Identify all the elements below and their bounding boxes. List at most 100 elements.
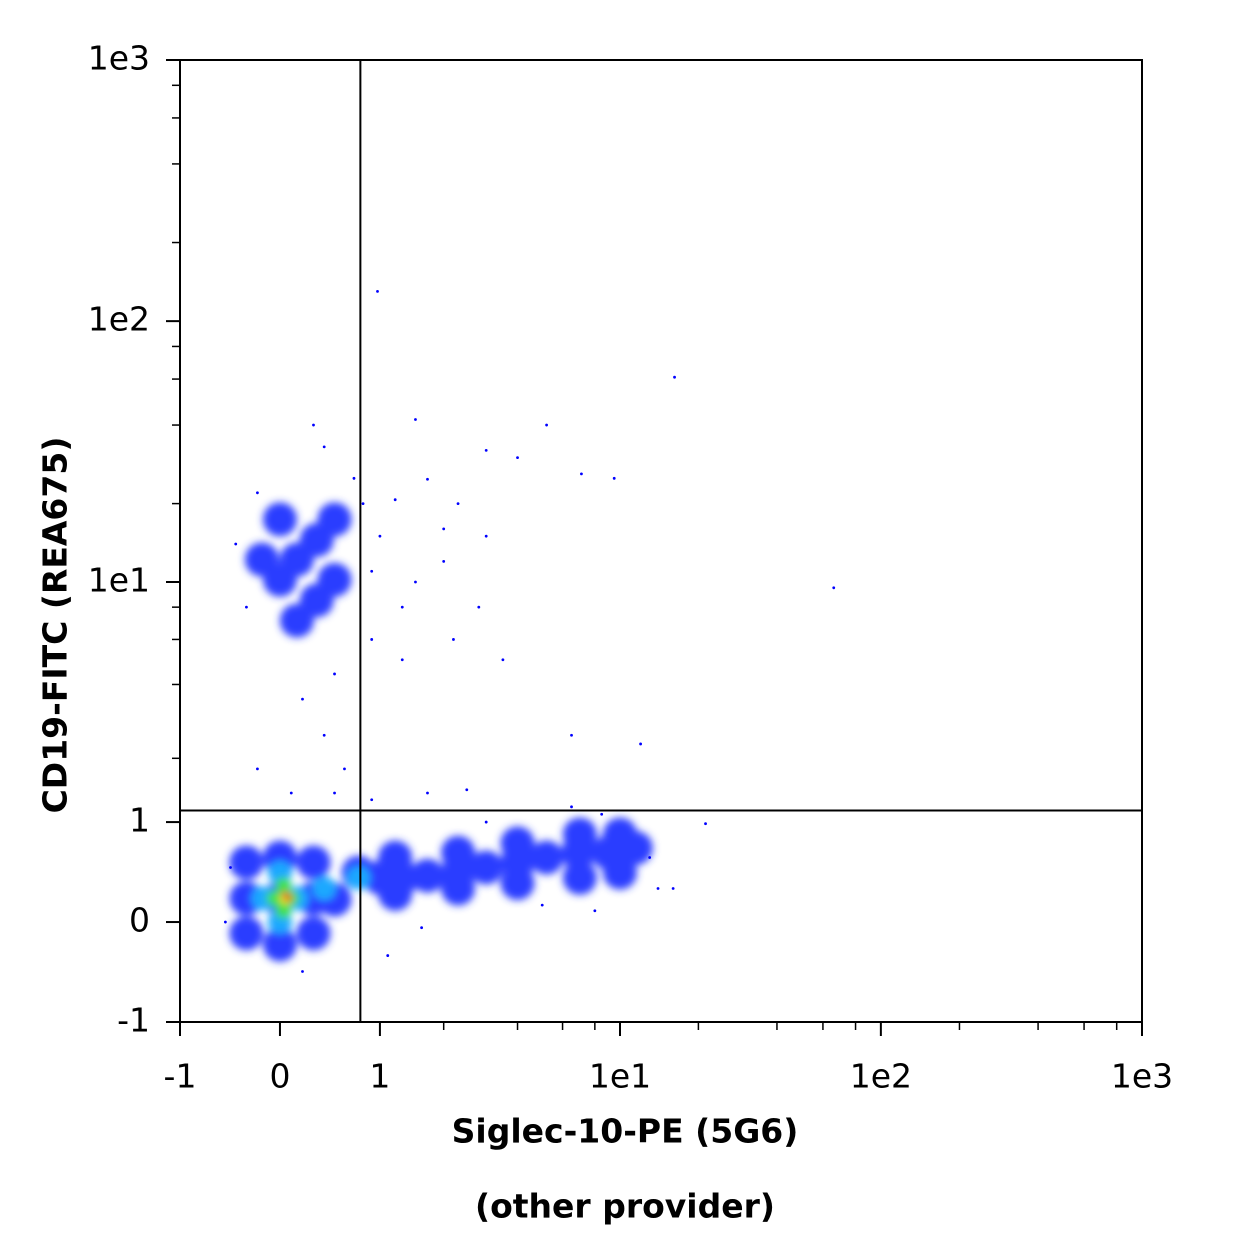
data-point: [378, 840, 413, 875]
data-point: [322, 445, 326, 449]
data-point: [282, 891, 290, 899]
data-point: [400, 658, 404, 662]
sparse-layer: [223, 289, 836, 973]
data-point: [484, 448, 488, 452]
data-point: [234, 542, 238, 546]
data-point: [361, 502, 365, 506]
data-point: [484, 820, 488, 824]
data-point: [370, 798, 374, 802]
data-point: [262, 927, 297, 962]
data-point: [593, 909, 597, 913]
data-point: [378, 534, 382, 538]
data-point: [376, 289, 379, 293]
data-point: [540, 903, 544, 907]
data-point: [500, 866, 535, 901]
data-point: [414, 580, 417, 584]
data-point: [346, 865, 371, 890]
data-point: [244, 542, 279, 577]
data-point: [256, 767, 259, 771]
data-point: [465, 788, 469, 792]
y-tick-label: 0: [129, 901, 150, 940]
data-point: [452, 638, 455, 641]
data-point: [441, 835, 476, 870]
x-tick-label: 1e1: [589, 1057, 651, 1096]
data-point: [275, 877, 292, 894]
data-point: [648, 856, 652, 859]
data-point: [386, 954, 390, 957]
data-point: [420, 926, 424, 930]
data-point: [426, 477, 429, 481]
data-point: [370, 638, 374, 641]
data-point: [704, 822, 707, 826]
data-point: [570, 805, 573, 809]
data-point: [312, 876, 337, 901]
data-point: [229, 916, 264, 951]
data-point: [545, 423, 548, 427]
data-point: [370, 569, 374, 573]
data-point: [322, 733, 326, 737]
data-point: [562, 860, 597, 895]
y-axis-title: CD19-FITC (REA675): [36, 437, 75, 814]
data-point: [426, 791, 429, 795]
data-point: [580, 472, 583, 476]
data-point: [442, 560, 446, 563]
x-tick-label: 1e3: [1111, 1057, 1173, 1096]
x-tick-label: 1: [369, 1057, 390, 1096]
x-axis-title: Siglec-10-PE (5G6): [452, 1112, 799, 1151]
x-tick-label: 0: [269, 1057, 290, 1096]
data-point: [301, 970, 304, 973]
y-tick-label: 1e3: [88, 39, 150, 78]
data-point: [275, 902, 292, 919]
data-point: [378, 876, 413, 911]
data-point: [296, 845, 331, 880]
data-point: [393, 498, 397, 502]
data-point: [279, 603, 314, 638]
data-point: [456, 502, 460, 506]
data-point: [600, 812, 604, 816]
data-point: [501, 658, 505, 662]
data-point: [656, 887, 660, 890]
data-point: [333, 791, 336, 795]
y-tick-label: 1: [129, 801, 150, 840]
data-point: [317, 562, 352, 597]
data-point: [673, 375, 676, 379]
data-point: [484, 534, 488, 538]
data-point: [441, 871, 476, 906]
density-layer: [229, 502, 653, 962]
data-point: [442, 527, 446, 531]
data-point: [266, 890, 283, 907]
data-point: [343, 767, 346, 771]
data-point: [500, 826, 535, 861]
data-point: [671, 887, 675, 890]
data-point: [602, 817, 637, 852]
data-point: [223, 920, 227, 924]
data-point: [262, 502, 297, 537]
data-point: [477, 605, 481, 609]
data-point: [469, 850, 504, 885]
data-point: [229, 845, 264, 880]
plot-frame: [179, 59, 1143, 1023]
x-tick-label: 1e2: [850, 1057, 912, 1096]
data-point: [529, 840, 564, 875]
data-point: [570, 733, 573, 737]
data-point: [352, 476, 356, 480]
data-point: [289, 791, 293, 795]
data-point: [602, 855, 637, 890]
data-point: [301, 697, 304, 701]
x-tick-label: -1: [164, 1057, 197, 1096]
data-point: [832, 586, 836, 590]
data-point: [296, 916, 331, 951]
data-point: [312, 423, 315, 427]
x-axis-subtitle: (other provider): [475, 1187, 775, 1226]
data-point: [256, 491, 259, 495]
data-point: [333, 672, 336, 676]
data-point: [245, 605, 248, 609]
data-point: [516, 456, 519, 460]
data-point: [562, 817, 597, 852]
y-tick-label: 1e1: [88, 561, 150, 600]
data-point: [317, 502, 352, 537]
y-tick-label: -1: [117, 1001, 150, 1040]
y-tick-label: 1e2: [88, 300, 150, 339]
data-point: [639, 742, 642, 746]
